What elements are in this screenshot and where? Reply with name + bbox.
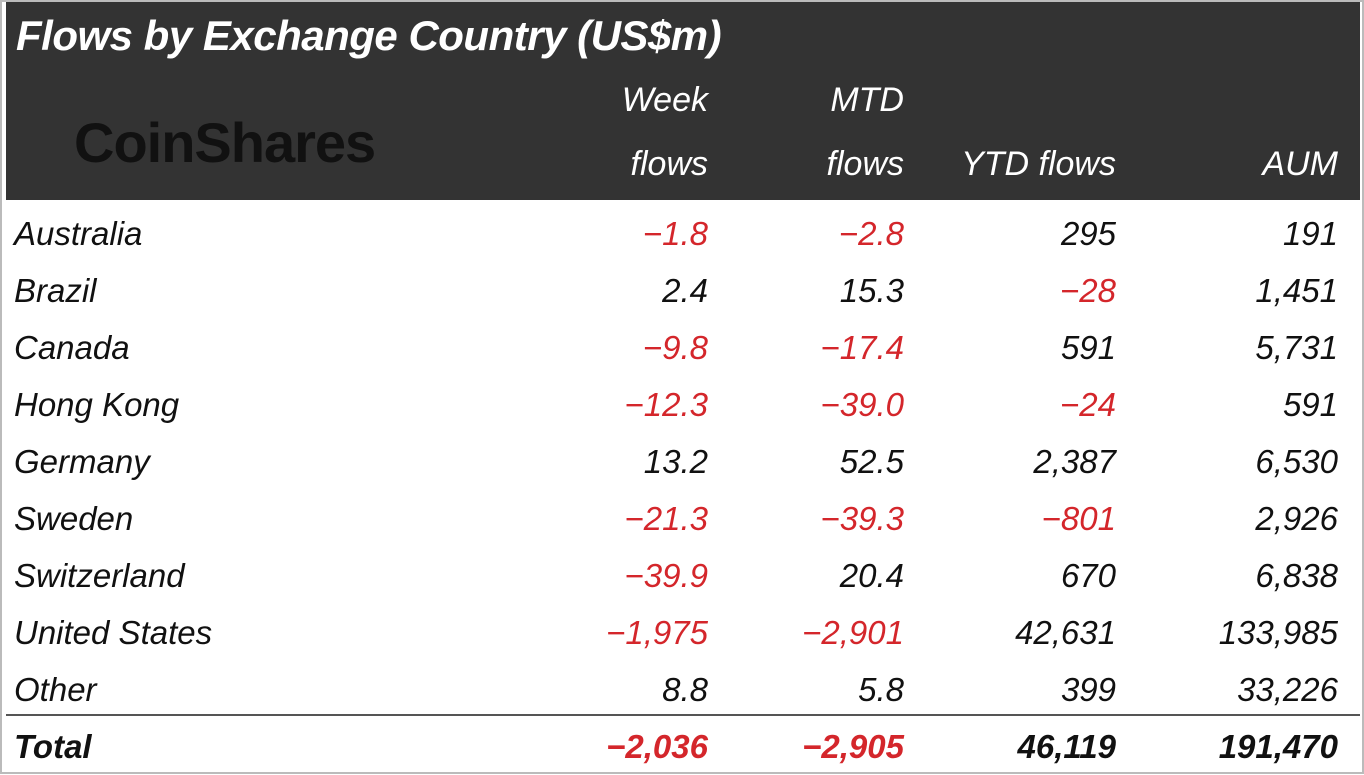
cell-value: 6,530 <box>1255 443 1338 480</box>
cell-value: −39.3 <box>820 500 905 537</box>
row-label: Total <box>14 728 92 765</box>
cell-value: 5,731 <box>1255 329 1338 366</box>
cell-value: −28 <box>1060 272 1116 309</box>
cell-value: 1,451 <box>1255 272 1338 309</box>
cell-value: 20.4 <box>839 557 904 594</box>
row-label: Other <box>14 671 97 708</box>
row-label: Brazil <box>14 272 97 309</box>
cell-value: −9.8 <box>642 329 708 366</box>
table-row: Hong Kong −12.3 −39.0 −24 591 <box>6 376 1360 433</box>
cell-value: 52.5 <box>839 443 904 480</box>
table-row: Brazil 2.4 15.3 −28 1,451 <box>6 262 1360 319</box>
row-label: Sweden <box>14 500 134 537</box>
table-row: Sweden −21.3 −39.3 −801 2,926 <box>6 490 1360 547</box>
cell-value: 133,985 <box>1218 614 1338 651</box>
table-row: Switzerland −39.9 20.4 670 6,838 <box>6 547 1360 604</box>
cell-value: 399 <box>1060 671 1116 708</box>
cell-value: −801 <box>1041 500 1116 537</box>
table-row: United States −1,975 −2,901 42,631 133,985 <box>6 604 1360 661</box>
cell-value: −2.8 <box>838 215 904 252</box>
cell-value: −1,975 <box>606 614 708 651</box>
row-label: Hong Kong <box>14 386 180 423</box>
cell-value: 15.3 <box>839 272 904 309</box>
cell-value: −1.8 <box>642 215 708 252</box>
cell-value: 191 <box>1282 215 1338 252</box>
row-label: United States <box>14 614 213 651</box>
header: Flows by Exchange Country (US$m) CoinSha… <box>6 2 1360 200</box>
column-header: AUM <box>1262 145 1338 183</box>
cell-value: 295 <box>1060 215 1116 252</box>
column-header: YTD flows <box>961 145 1116 183</box>
cell-value: 670 <box>1060 557 1116 594</box>
cell-value: 42,631 <box>1015 614 1116 651</box>
cell-value: 33,226 <box>1237 671 1338 708</box>
cell-value: −39.9 <box>624 557 709 594</box>
cell-value: 6,838 <box>1255 557 1338 594</box>
cell-value: 13.2 <box>643 443 708 480</box>
table-row: Canada −9.8 −17.4 591 5,731 <box>6 319 1360 376</box>
cell-value: −2,036 <box>606 728 708 765</box>
column-header: MTD flows <box>826 81 904 183</box>
cell-value: 46,119 <box>1017 728 1116 765</box>
table-row: Other 8.8 5.8 399 33,226 <box>6 661 1360 718</box>
cell-value: −21.3 <box>624 500 709 537</box>
divider <box>6 714 1360 716</box>
cell-value: 2,926 <box>1255 500 1338 537</box>
row-label: Canada <box>14 329 130 366</box>
title: Flows by Exchange Country (US$m) <box>16 12 722 59</box>
cell-value: −2,901 <box>802 614 904 651</box>
total-row: Total −2,036 −2,905 46,119 191,470 <box>6 718 1360 775</box>
logo: CoinShares <box>74 111 376 174</box>
cell-value: −24 <box>1060 386 1116 423</box>
table-row: Germany 13.2 52.5 2,387 6,530 <box>6 433 1360 490</box>
cell-value: 191,470 <box>1218 728 1338 765</box>
cell-value: 2,387 <box>1033 443 1116 480</box>
cell-value: 591 <box>1282 386 1338 423</box>
cell-value: 8.8 <box>662 671 708 708</box>
row-label: Switzerland <box>14 557 185 594</box>
cell-value: −12.3 <box>624 386 709 423</box>
row-label: Germany <box>14 443 150 480</box>
cell-value: −39.0 <box>820 386 905 423</box>
cell-value: −17.4 <box>820 329 905 366</box>
table-row: Australia −1.8 −2.8 295 191 <box>6 205 1360 262</box>
row-label: Australia <box>14 215 143 252</box>
cell-value: −2,905 <box>802 728 904 765</box>
cell-value: 591 <box>1060 329 1116 366</box>
cell-value: 2.4 <box>662 272 708 309</box>
cell-value: 5.8 <box>858 671 904 708</box>
column-header: Week flows <box>621 81 708 183</box>
